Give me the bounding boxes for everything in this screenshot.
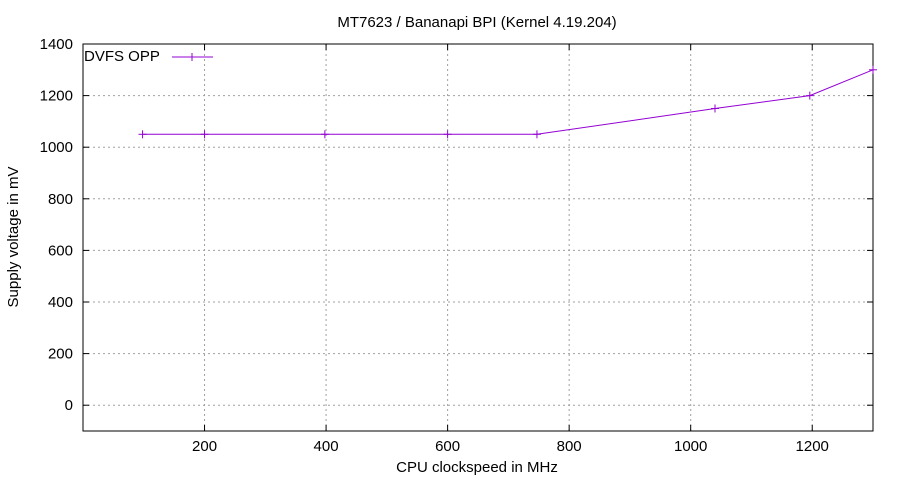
data-point [320, 130, 329, 139]
chart-title: MT7623 / Bananapi BPI (Kernel 4.19.204) [337, 14, 616, 31]
y-tick-label: 1200 [40, 88, 73, 105]
x-tick-label: 1200 [796, 438, 829, 455]
data-point [443, 130, 452, 139]
y-tick-label: 200 [48, 346, 73, 363]
x-tick-label: 400 [314, 438, 339, 455]
axis-ticks: 0 200 400 600 800 1000 1200 1400 200 400 600 800 100… [40, 36, 873, 455]
x-tick-label: 800 [557, 438, 582, 455]
legend-label: DVFS OPP [84, 48, 160, 65]
y-tick-label: 1000 [40, 139, 73, 156]
y-tick-label: 600 [48, 242, 73, 259]
data-point [711, 104, 719, 113]
y-tick-label: 800 [48, 191, 73, 208]
data-point [805, 91, 814, 100]
legend: DVFS OPP [84, 48, 213, 65]
y-tick-label: 0 [65, 397, 73, 414]
data-point [138, 130, 147, 139]
y-tick-label: 1400 [40, 36, 73, 53]
grid [83, 44, 873, 431]
plot-area-border [82, 43, 874, 432]
series-layer [138, 65, 877, 139]
x-tick-label: 200 [192, 438, 217, 455]
x-tick-label: 600 [435, 438, 460, 455]
series-line [142, 69, 874, 135]
data-point [869, 65, 877, 74]
x-axis-label: CPU clockspeed in MHz [396, 459, 558, 476]
data-point [532, 130, 541, 139]
y-tick-label: 400 [48, 294, 73, 311]
x-tick-label: 1000 [674, 438, 707, 455]
y-axis-label: Supply voltage in mV [5, 167, 22, 308]
data-point [200, 130, 209, 139]
